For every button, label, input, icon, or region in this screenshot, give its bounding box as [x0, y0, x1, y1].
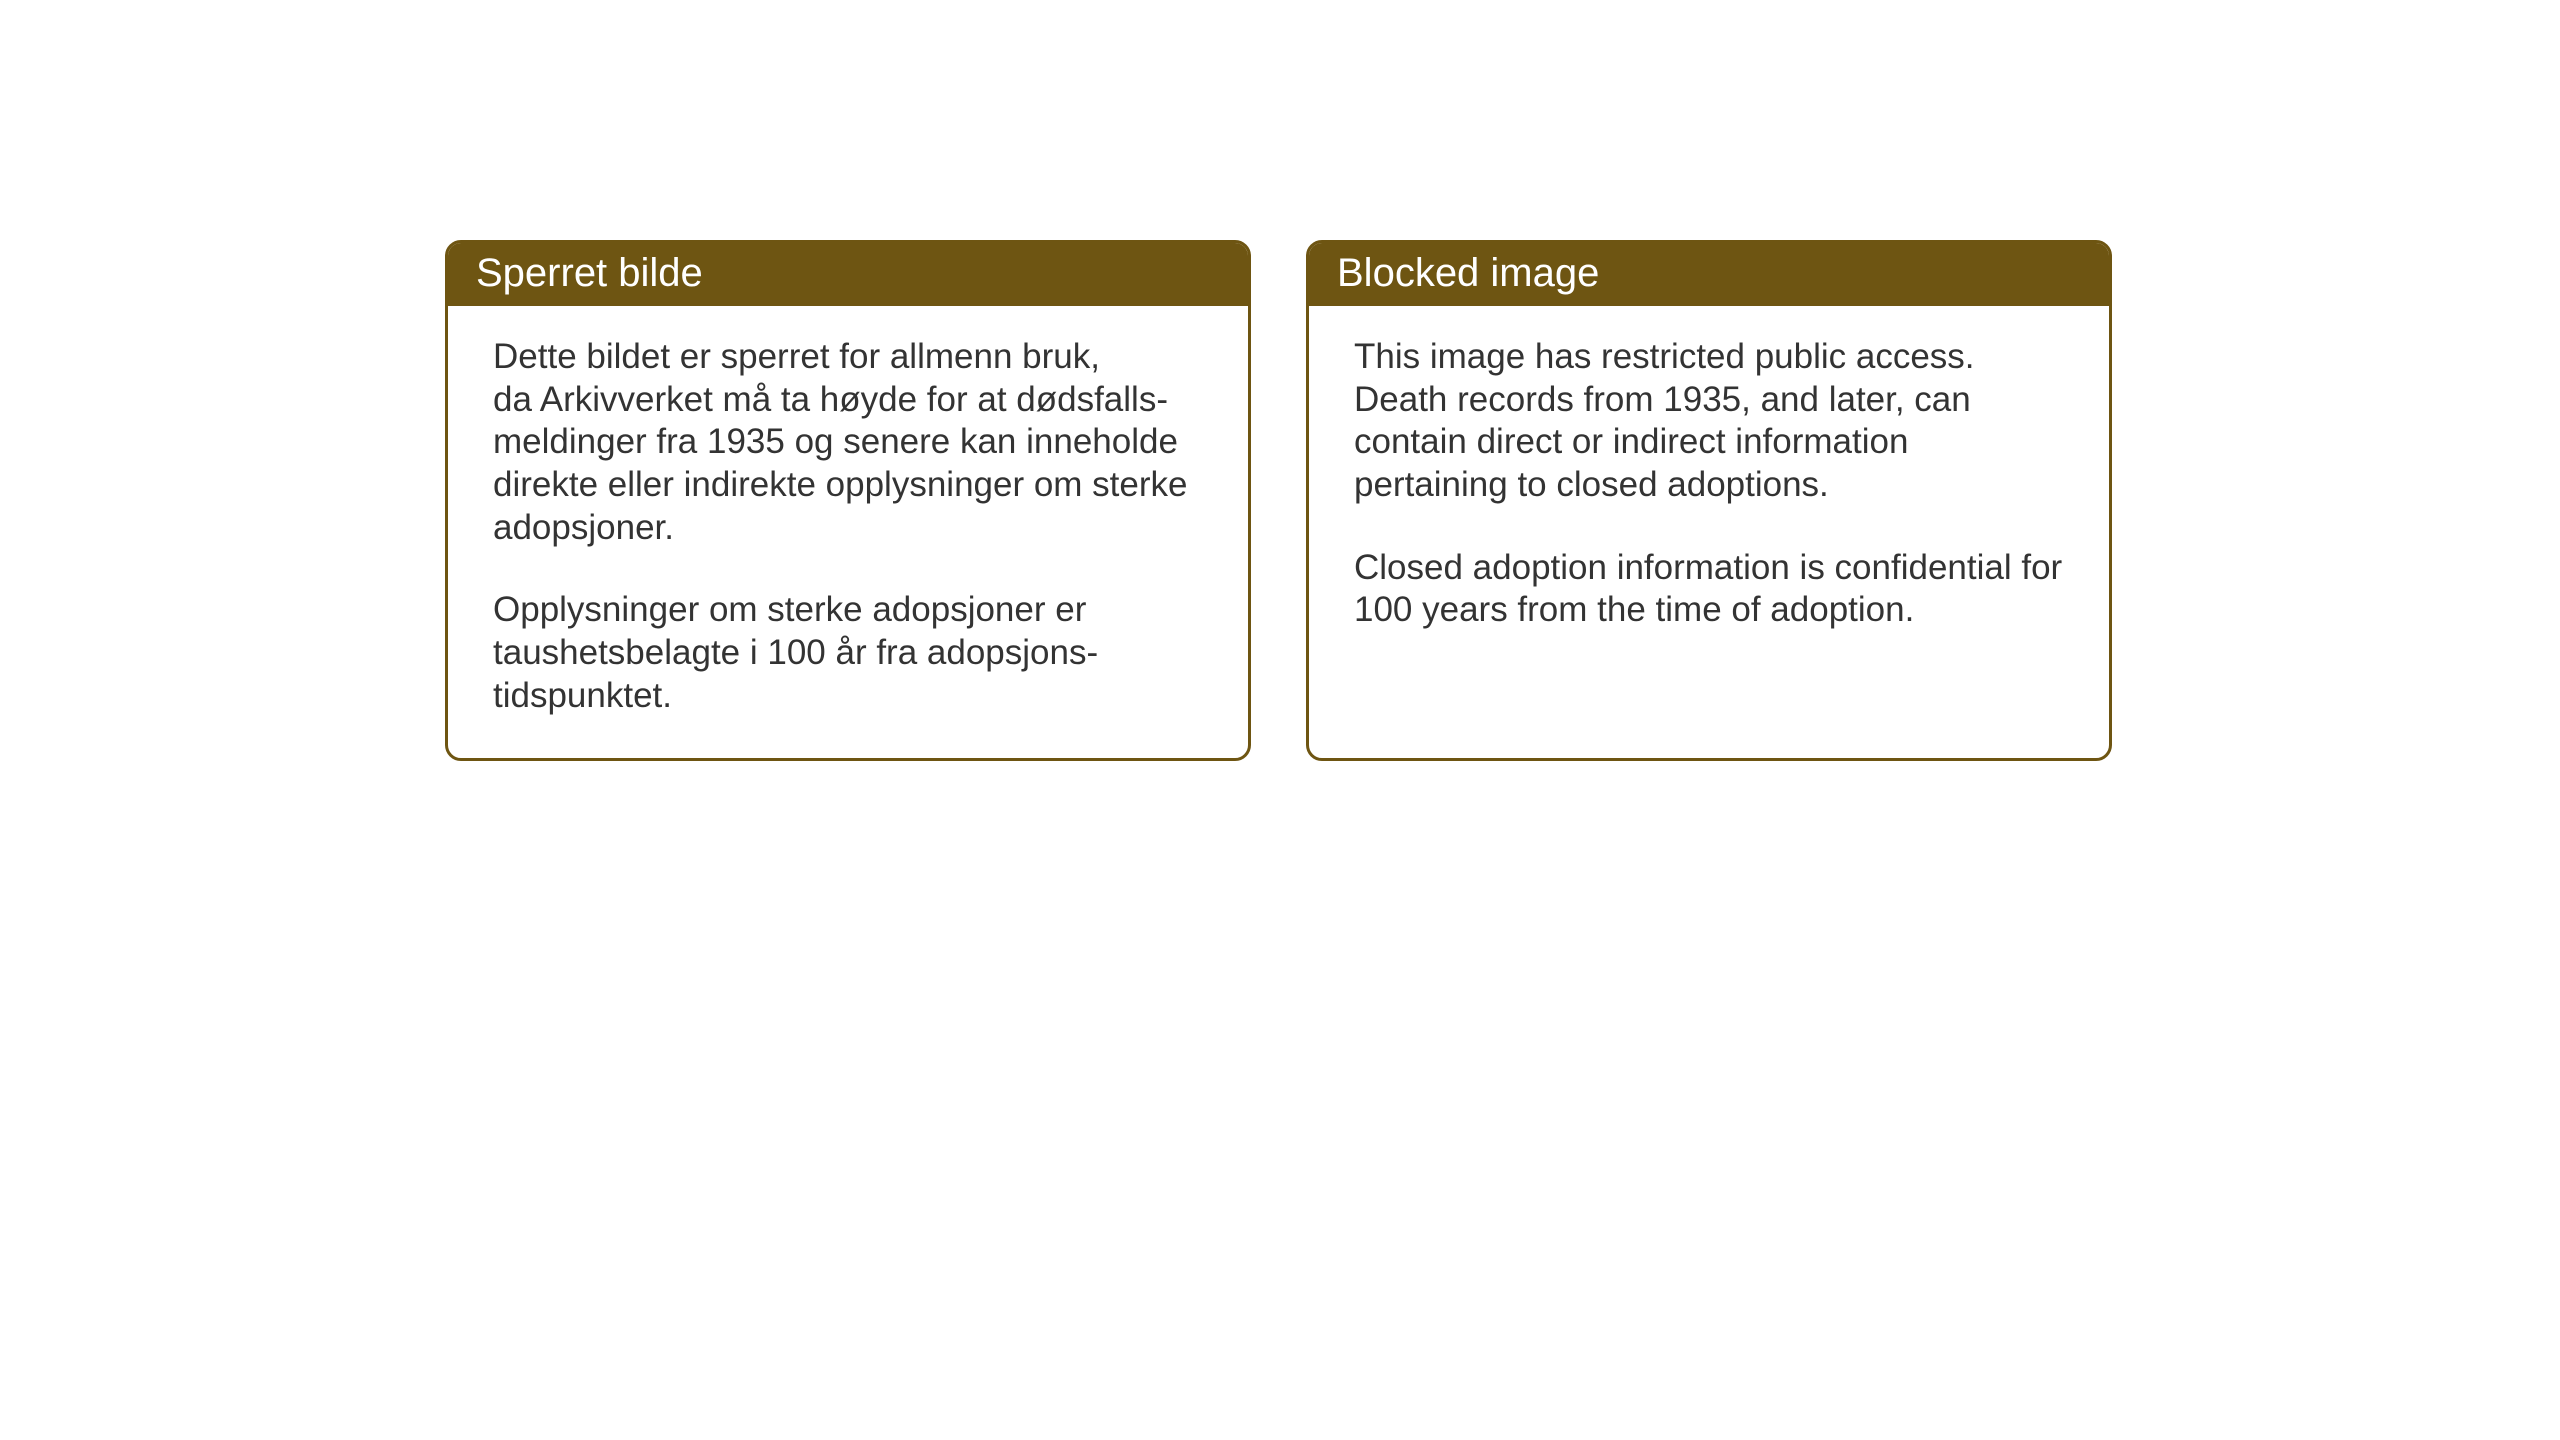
notice-card-english: Blocked image This image has restricted … — [1306, 240, 2112, 761]
notice-title-norwegian: Sperret bilde — [476, 251, 703, 295]
notice-paragraph-2-english: Closed adoption information is confident… — [1354, 547, 2064, 632]
notice-title-english: Blocked image — [1337, 251, 1599, 295]
notice-header-norwegian: Sperret bilde — [448, 243, 1248, 306]
notice-paragraph-1-english: This image has restricted public access.… — [1354, 336, 2064, 507]
notice-body-norwegian: Dette bildet er sperret for allmenn bruk… — [448, 306, 1248, 758]
notice-header-english: Blocked image — [1309, 243, 2109, 306]
notice-body-english: This image has restricted public access.… — [1309, 306, 2109, 712]
notice-card-norwegian: Sperret bilde Dette bildet er sperret fo… — [445, 240, 1251, 761]
notice-paragraph-2-norwegian: Opplysninger om sterke adopsjoner er tau… — [493, 589, 1203, 717]
notice-paragraph-1-norwegian: Dette bildet er sperret for allmenn bruk… — [493, 336, 1203, 549]
notice-container: Sperret bilde Dette bildet er sperret fo… — [445, 240, 2112, 761]
